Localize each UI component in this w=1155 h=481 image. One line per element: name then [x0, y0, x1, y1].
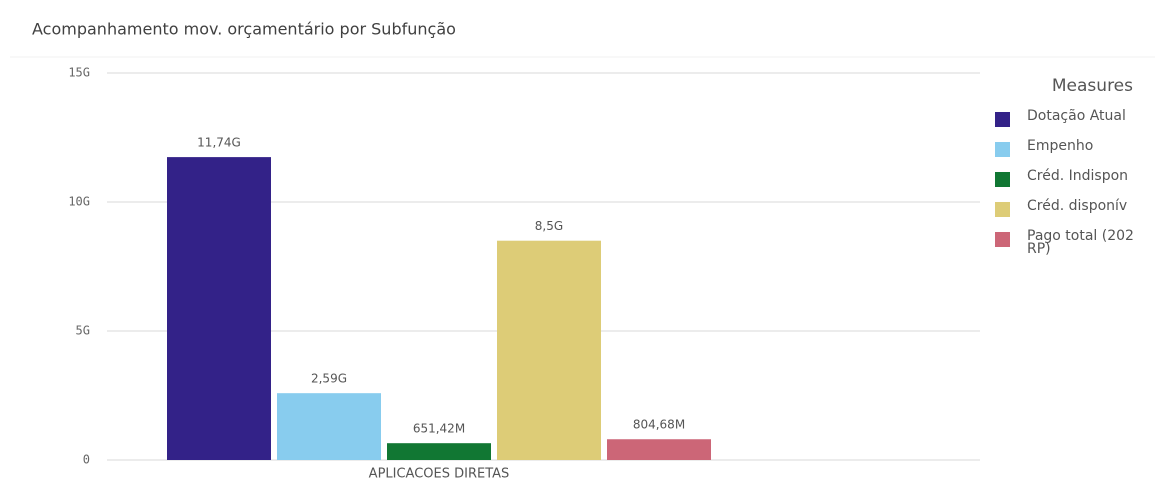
legend-swatch [995, 202, 1010, 217]
bar [387, 443, 491, 460]
legend-label: Dotação Atual [1027, 108, 1126, 124]
value-label: 804,68M [633, 418, 685, 432]
value-label: 11,74G [197, 136, 241, 150]
y-tick-label: 10G [68, 195, 90, 209]
x-tick-label: APLICACOES DIRETAS [369, 467, 510, 481]
bar [277, 393, 381, 460]
chart-title: Acompanhamento mov. orçamentário por Sub… [32, 20, 456, 39]
legend-item[interactable]: Pago total (202 RP) [995, 228, 1155, 257]
legend-swatch [995, 142, 1010, 157]
legend-item[interactable]: Empenho [995, 138, 1155, 157]
legend-item[interactable]: Créd. disponív [995, 198, 1155, 217]
legend: Measures Dotação Atual Empenho Créd. Indis… [995, 76, 1155, 269]
y-tick-label: 15G [68, 66, 90, 80]
legend-swatch [995, 232, 1010, 247]
legend-label: Créd. disponív [1027, 198, 1128, 214]
legend-swatch [995, 172, 1010, 187]
bar [607, 439, 711, 460]
value-label: 2,59G [311, 372, 347, 386]
legend-swatch [995, 112, 1010, 127]
legend-label: Créd. Indispon [1027, 168, 1129, 184]
value-label: 651,42M [413, 422, 465, 436]
y-tick-label: 5G [76, 324, 90, 338]
legend-label: Empenho [1027, 138, 1094, 154]
legend-title: Measures [1051, 76, 1133, 96]
legend-item[interactable]: Créd. Indispon [995, 168, 1155, 187]
bar [497, 240, 601, 460]
y-tick-label: 0 [83, 453, 90, 467]
legend-label: Pago total (202 RP) [1027, 228, 1134, 257]
legend-item[interactable]: Dotação Atual [995, 108, 1155, 127]
value-label: 8,5G [535, 219, 563, 233]
bar [167, 157, 271, 460]
